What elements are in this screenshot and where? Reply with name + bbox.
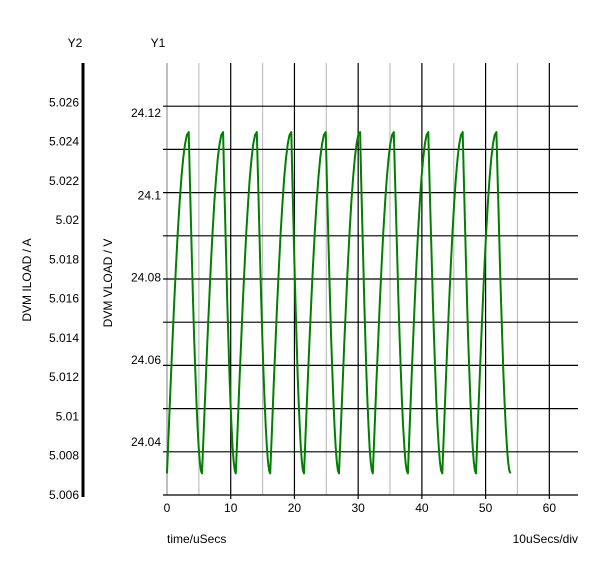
x-tick-label: 30 xyxy=(351,501,365,515)
y2-tick-label: 5.016 xyxy=(49,292,79,306)
y1-tick-label: 24.1 xyxy=(138,188,162,202)
y2-tick-label: 5.01 xyxy=(56,409,80,423)
y2-tick-label: 5.026 xyxy=(49,95,79,109)
x-tick-label: 60 xyxy=(543,501,557,515)
x-tick-label: 0 xyxy=(164,501,171,515)
x-tick-label: 40 xyxy=(415,501,429,515)
y1-tick-label: 24.04 xyxy=(131,435,161,449)
y2-tick-label: 5.02 xyxy=(56,213,80,227)
x-scale-note: 10uSecs/div xyxy=(513,532,578,546)
series-layer xyxy=(166,131,512,475)
series-line-vload xyxy=(166,131,512,475)
axes: 0 10 20 30 40 50 60 24.04 24.06 24.08 24.1 24.12 5.0… xyxy=(49,63,578,515)
x-tick-label: 20 xyxy=(288,501,302,515)
y2-tick-label: 5.008 xyxy=(49,449,79,463)
y1-axis-label: DVM VLOAD / V xyxy=(101,239,115,328)
grid xyxy=(163,63,578,499)
y2-tick-label: 5.014 xyxy=(49,331,79,345)
y2-tick-label: 5.018 xyxy=(49,252,79,266)
y1-tick-label: 24.06 xyxy=(131,353,161,367)
y1-tick-label: 24.12 xyxy=(131,106,161,120)
y1-title: Y1 xyxy=(151,36,166,50)
x-tick-label: 50 xyxy=(479,501,493,515)
x-axis-label: time/uSecs xyxy=(167,532,226,546)
y1-tick-label: 24.08 xyxy=(131,271,161,285)
y2-tick-label: 5.024 xyxy=(49,135,79,149)
y2-tick-label: 5.006 xyxy=(49,488,79,502)
y2-axis-label: DVM ILOAD / A xyxy=(20,238,34,321)
y2-title: Y2 xyxy=(68,36,83,50)
x-tick-label: 10 xyxy=(224,501,238,515)
y2-tick-label: 5.022 xyxy=(49,174,79,188)
y2-tick-label: 5.012 xyxy=(49,370,79,384)
